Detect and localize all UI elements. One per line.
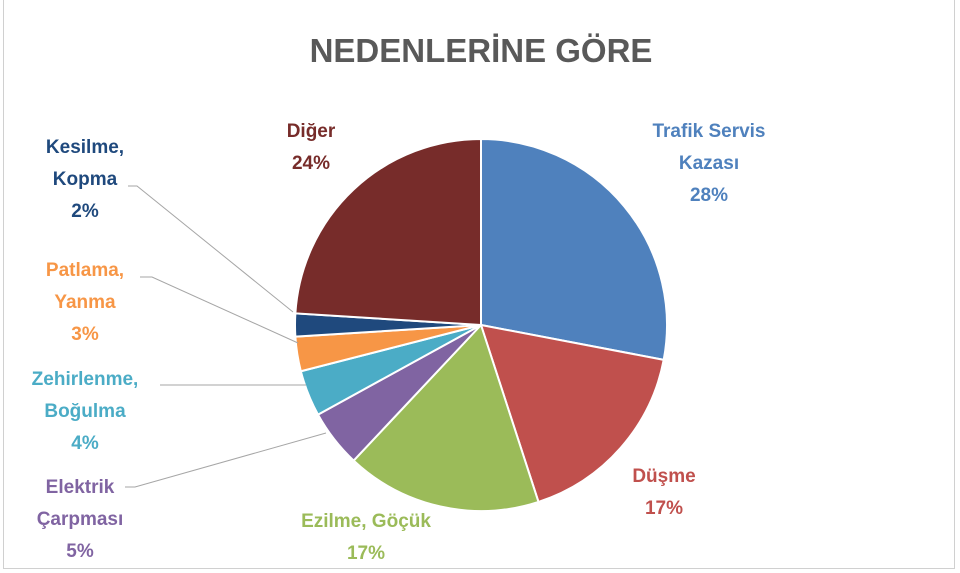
data-label-value: 17%: [645, 498, 683, 519]
data-label-value: 3%: [71, 324, 99, 345]
pie-slice: [480, 137, 668, 362]
leader-line: [128, 185, 294, 313]
chart-frame: [3, 0, 955, 569]
data-label-category: Yanma: [54, 292, 116, 313]
data-label-category: Çarpması: [37, 509, 124, 530]
data-label-category: Kazası: [679, 153, 739, 174]
data-label-category: Diğer: [287, 121, 336, 142]
pie-slice: [352, 323, 540, 512]
chart-title: NEDENLERİNE GÖRE: [310, 32, 653, 69]
data-label-value: 28%: [690, 185, 728, 206]
pie-slice: [479, 323, 665, 504]
data-label-category: Patlama,: [46, 260, 124, 281]
data-label-category: Ezilme, Göçük: [301, 511, 431, 532]
data-label-value: 2%: [71, 201, 99, 222]
data-label-category: Boğulma: [44, 401, 126, 422]
leader-line: [140, 276, 299, 344]
data-label-value: 17%: [347, 543, 385, 564]
data-label-category: Trafik Servis: [652, 121, 765, 142]
data-label-value: 24%: [292, 153, 330, 174]
leader-line: [125, 432, 327, 488]
data-label-value: 5%: [66, 541, 94, 562]
data-label-category: Kopma: [53, 169, 118, 190]
data-label-category: Elektrik: [46, 477, 115, 498]
data-label-value: 4%: [71, 433, 99, 454]
data-label-category: Düşme: [632, 466, 695, 487]
data-label-category: Zehirlenme,: [32, 369, 139, 390]
pie-slice: [294, 137, 482, 327]
data-label-category: Kesilme,: [46, 137, 124, 158]
